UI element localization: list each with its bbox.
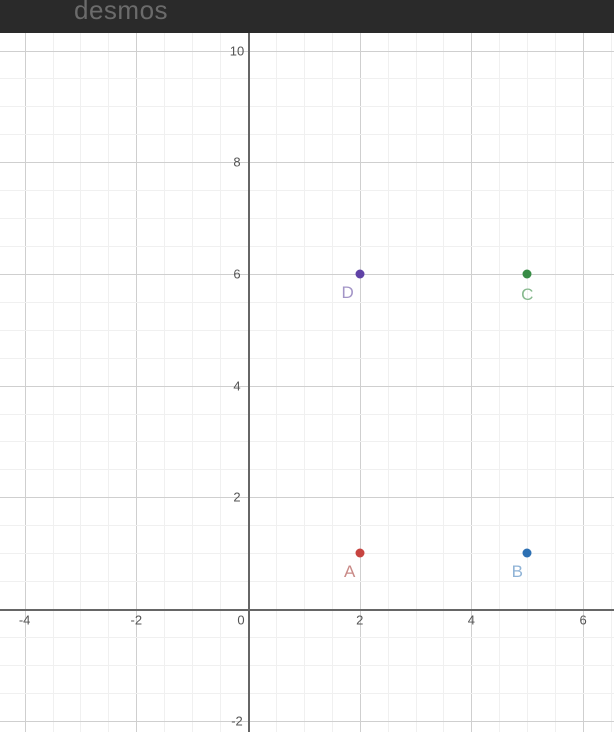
point-b[interactable]: [523, 549, 532, 558]
x-tick-label: -4: [19, 613, 31, 628]
grid-minor-horizontal: [0, 414, 614, 415]
grid-minor-vertical: [164, 33, 165, 732]
grid-major-horizontal: [0, 162, 614, 163]
point-a[interactable]: [355, 549, 364, 558]
grid-minor-vertical: [611, 33, 612, 732]
y-axis: [248, 33, 250, 732]
logo: desmos: [74, 0, 168, 22]
grid-minor-vertical: [192, 33, 193, 732]
grid-minor-horizontal: [0, 190, 614, 191]
grid-major-horizontal: [0, 51, 614, 52]
grid-minor-horizontal: [0, 78, 614, 79]
x-tick-label: 4: [468, 613, 475, 628]
grid-minor-vertical: [555, 33, 556, 732]
x-tick-label: 6: [579, 613, 586, 628]
point-c[interactable]: [523, 269, 532, 278]
grid-minor-horizontal: [0, 218, 614, 219]
x-tick-label: -2: [131, 613, 143, 628]
y-tick-label: 10: [230, 43, 244, 58]
y-tick-label: -2: [231, 713, 243, 728]
grid-minor-vertical: [276, 33, 277, 732]
grid-minor-horizontal: [0, 330, 614, 331]
y-tick-label: 6: [233, 266, 240, 281]
grid-minor-vertical: [388, 33, 389, 732]
grid-minor-horizontal: [0, 246, 614, 247]
x-tick-label: 0: [237, 613, 244, 628]
grid-minor-horizontal: [0, 665, 614, 666]
grid-minor-vertical: [53, 33, 54, 732]
grid-minor-horizontal: [0, 637, 614, 638]
grid-minor-horizontal: [0, 525, 614, 526]
grid-minor-horizontal: [0, 469, 614, 470]
point-label-a: A: [344, 562, 355, 582]
grid-minor-horizontal: [0, 106, 614, 107]
y-tick-label: 4: [233, 378, 240, 393]
grid-major-horizontal: [0, 386, 614, 387]
grid-minor-vertical: [499, 33, 500, 732]
x-tick-label: 2: [356, 613, 363, 628]
grid-minor-horizontal: [0, 134, 614, 135]
point-label-c: C: [521, 285, 533, 305]
grid-minor-vertical: [108, 33, 109, 732]
grid-minor-vertical: [443, 33, 444, 732]
y-tick-label: 2: [233, 490, 240, 505]
x-axis: [0, 609, 614, 611]
grid-major-horizontal: [0, 721, 614, 722]
app-header: desmos: [0, 0, 614, 33]
grid-minor-vertical: [220, 33, 221, 732]
grid-minor-vertical: [527, 33, 528, 732]
graph-canvas[interactable]: -4 -2 0 2 4 6 -2 2 4 6 8 10 A B C D: [0, 33, 614, 732]
grid-major-horizontal: [0, 497, 614, 498]
grid-minor-horizontal: [0, 358, 614, 359]
grid-minor-horizontal: [0, 441, 614, 442]
point-d[interactable]: [355, 269, 364, 278]
grid-minor-vertical: [332, 33, 333, 732]
grid-minor-vertical: [304, 33, 305, 732]
point-label-d: D: [342, 283, 354, 303]
y-tick-label: 8: [233, 155, 240, 170]
grid-minor-vertical: [416, 33, 417, 732]
point-label-b: B: [512, 562, 523, 582]
grid-minor-horizontal: [0, 693, 614, 694]
grid-minor-vertical: [80, 33, 81, 732]
